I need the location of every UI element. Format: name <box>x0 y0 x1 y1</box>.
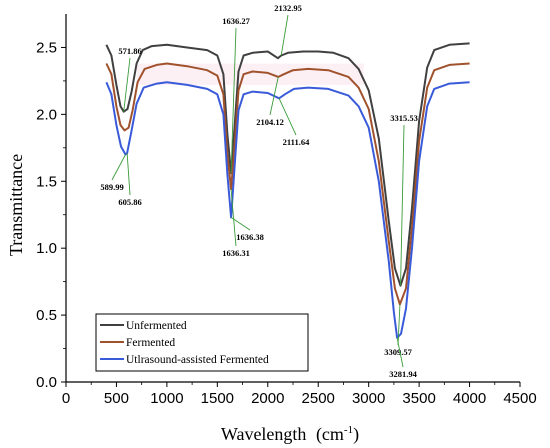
annotation-label: 605.86 <box>118 197 141 207</box>
annotation-label: 1636.27 <box>222 16 250 26</box>
series-line-3 <box>105 81 470 339</box>
annotation-label: 571.86 <box>118 46 141 56</box>
annotation-label: 2111.64 <box>283 137 310 147</box>
x-tick-label: 3500 <box>402 390 435 407</box>
x-axis-title-unit-close: ) <box>353 424 359 445</box>
annotation-leader <box>400 124 405 286</box>
annotations: 571.86 589.99 605.86 1636.27 1636.38 1636.31 2… <box>100 3 418 379</box>
series-lines <box>105 42 470 339</box>
legend-entry: Unfermented <box>126 320 187 332</box>
axes: 0 500 1000 1500 2000 2500 3000 3500 4000 4500 0.0 0… <box>36 14 537 407</box>
x-tick-label: 3000 <box>352 390 385 407</box>
y-tick-label: 1.5 <box>36 173 57 190</box>
x-tick-label: 1000 <box>150 390 183 407</box>
x-tick-label: 4500 <box>503 390 536 407</box>
annotation-label: 3315.53 <box>390 113 418 123</box>
annotation-leader <box>230 27 237 174</box>
y-tick-label: 2.5 <box>36 39 57 56</box>
annotation-label: 2104.12 <box>256 117 284 127</box>
y-tick-label: 1.0 <box>36 240 57 257</box>
x-axis-title-word: Wavelength <box>221 424 307 444</box>
x-tick-label: 2000 <box>251 390 284 407</box>
x-tick-label: 2500 <box>302 390 335 407</box>
annotation-leader <box>126 153 131 196</box>
y-tick-label: 2.0 <box>36 106 57 123</box>
annotation-label: 1636.38 <box>236 232 264 242</box>
annotation-leader <box>280 14 289 56</box>
annotation-leader <box>397 304 401 346</box>
annotation-leader <box>269 76 279 116</box>
annotation-leader <box>396 337 404 368</box>
annotation-label: 3281.94 <box>389 369 417 379</box>
legend-box <box>95 313 309 372</box>
y-tick-label: 0.0 <box>36 374 57 391</box>
annotation-label: 589.99 <box>100 182 123 192</box>
annotation-label: 3309.57 <box>384 347 412 357</box>
annotation-leader <box>278 98 297 136</box>
legend: Unfermented Fermented Utlrasound-assisted … <box>95 313 309 372</box>
annotation-leader <box>230 189 237 247</box>
annotation-label: 1636.31 <box>222 248 250 258</box>
y-tick-label: 0.5 <box>36 307 57 324</box>
y-axis-title: Transmittance <box>6 154 26 256</box>
series-line-2 <box>105 62 470 306</box>
x-axis-title-unit: (cm <box>316 424 344 445</box>
annotation-leader <box>230 217 251 231</box>
x-axis-title-unit-exp: -1 <box>344 424 353 436</box>
x-tick-label: 500 <box>104 390 129 407</box>
annotation-leader <box>111 154 126 181</box>
annotation-label: 2132.95 <box>274 3 302 13</box>
legend-entry: Utlrasound-assisted Fermented <box>126 354 269 366</box>
series-line-1 <box>105 42 470 287</box>
annotation-leader <box>123 57 131 112</box>
x-tick-label: 4000 <box>453 390 486 407</box>
legend-entry: Fermented <box>126 337 175 349</box>
x-axis-title: Wavelength (cm-1) <box>221 424 359 445</box>
x-tick-label: 0 <box>62 390 70 407</box>
x-tick-label: 1500 <box>201 390 234 407</box>
